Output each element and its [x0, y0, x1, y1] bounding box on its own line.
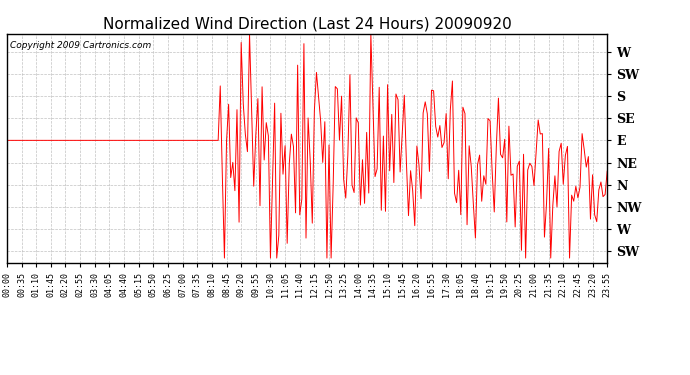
Text: Copyright 2009 Cartronics.com: Copyright 2009 Cartronics.com: [10, 40, 151, 50]
Title: Normalized Wind Direction (Last 24 Hours) 20090920: Normalized Wind Direction (Last 24 Hours…: [103, 16, 511, 31]
